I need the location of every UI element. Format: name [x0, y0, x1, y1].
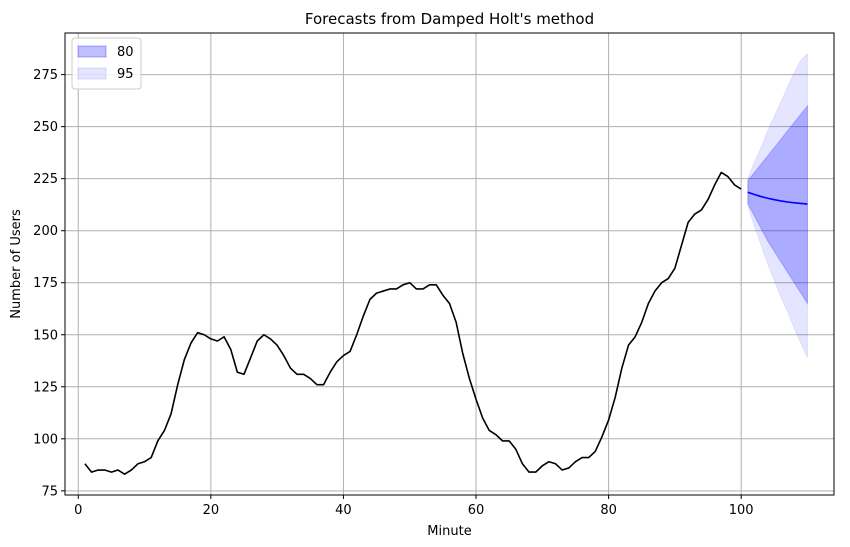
legend-box — [71, 37, 142, 90]
y-axis-label: Number of Users — [9, 209, 24, 319]
legend: 80 95 — [71, 37, 142, 90]
legend-label-95: 95 — [117, 67, 134, 82]
y-tick-label: 225 — [33, 172, 58, 187]
y-axis-ticks: 75 100 125 150 175 200 225 250 275 — [33, 68, 65, 499]
y-tick-label: 75 — [41, 484, 58, 499]
observed-line — [84, 171, 742, 475]
x-axis-label: Minute — [427, 524, 471, 539]
y-tick-label: 125 — [33, 380, 58, 395]
legend-label-80: 80 — [117, 45, 134, 60]
y-tick-label: 175 — [33, 276, 58, 291]
band-95 — [747, 52, 808, 358]
y-tick-label: 150 — [33, 328, 58, 343]
x-tick-label: 60 — [468, 503, 485, 518]
prediction-bands — [747, 52, 808, 358]
x-tick-label: 0 — [74, 503, 82, 518]
grid-lines — [65, 33, 834, 495]
x-tick-label: 40 — [335, 503, 352, 518]
series-lines — [84, 171, 808, 475]
chart-title: Forecasts from Damped Holt's method — [305, 10, 594, 28]
band-80 — [747, 104, 808, 306]
y-tick-label: 275 — [33, 68, 58, 83]
forecast-line — [747, 191, 808, 205]
y-tick-label: 100 — [33, 432, 58, 447]
x-tick-label: 20 — [203, 503, 220, 518]
x-axis-ticks: 0 20 40 60 80 100 — [74, 495, 754, 518]
x-tick-label: 100 — [729, 503, 754, 518]
legend-swatch-95 — [77, 67, 107, 80]
x-tick-label: 80 — [600, 503, 617, 518]
legend-swatch-80 — [77, 45, 107, 58]
y-tick-label: 250 — [33, 120, 58, 135]
y-tick-label: 200 — [33, 224, 58, 239]
plot-frame — [64, 32, 835, 496]
